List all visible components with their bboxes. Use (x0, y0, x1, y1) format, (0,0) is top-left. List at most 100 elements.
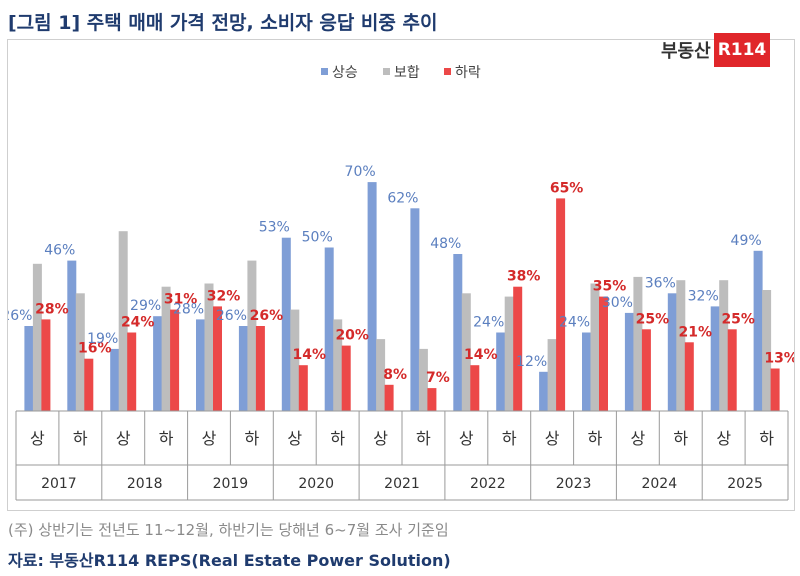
bar-상승-10 (453, 254, 463, 411)
tick-label-half-14: 상 (631, 429, 646, 448)
tick-label-year-4: 2021 (384, 476, 420, 492)
chart-note: (주) 상반기는 전년도 11~12월, 하반기는 당해년 6~7월 조사 기준… (8, 521, 449, 539)
data-label-상승-8: 70% (345, 164, 376, 180)
data-label-하락-0: 28% (35, 301, 69, 317)
tick-label-year-6: 2023 (556, 476, 592, 492)
bar-보합-0 (32, 263, 42, 411)
bar-보합-11 (504, 296, 514, 412)
logo-badge: R114 (713, 33, 771, 67)
chart-source: 자료: 부동산R114 REPS(Real Estate Power Solut… (8, 551, 451, 570)
tick-label-year-7: 2024 (641, 476, 677, 492)
tick-label-half-8: 상 (373, 429, 388, 448)
tick-label-year-1: 2018 (127, 476, 163, 492)
data-label-하락-15: 21% (679, 324, 713, 340)
tick-label-half-17: 하 (759, 429, 774, 448)
bar-하락-17 (770, 368, 780, 411)
data-label-하락-14: 25% (636, 311, 670, 327)
data-label-하락-10: 14% (464, 347, 498, 363)
bar-보합-6 (290, 309, 300, 411)
chart-frame: 상승보합하락26%28%46%16%19%24%29%31%28%32%26%2… (7, 39, 795, 511)
bar-하락-11 (513, 286, 523, 411)
bar-상승-2 (110, 348, 120, 411)
data-label-상승-0: 26% (8, 308, 32, 324)
data-label-하락-1: 16% (78, 341, 112, 357)
bar-보합-9 (418, 348, 428, 411)
bar-하락-1 (84, 358, 94, 411)
bar-하락-7 (341, 345, 351, 411)
tick-label-year-3: 2020 (298, 476, 334, 492)
chart-title: [그림 1] 주택 매매 가격 전망, 소비자 응답 비중 추이 (8, 12, 438, 34)
bar-상승-8 (367, 182, 377, 411)
bar-보합-15 (676, 280, 686, 411)
data-label-하락-5: 26% (250, 308, 284, 324)
bar-보합-5 (247, 260, 257, 411)
bar-하락-6 (298, 365, 308, 411)
data-label-하락-2: 24% (121, 315, 155, 331)
data-label-상승-14: 30% (602, 295, 633, 311)
data-label-하락-3: 31% (164, 292, 198, 308)
bar-상승-1 (67, 260, 77, 411)
tick-label-half-4: 상 (202, 429, 217, 448)
legend-label-1: 보합 (394, 65, 420, 81)
bar-상승-14 (624, 312, 634, 411)
tick-label-half-1: 하 (73, 429, 88, 448)
bar-하락-9 (427, 388, 437, 411)
tick-label-half-2: 상 (116, 429, 131, 448)
bar-보합-16 (719, 280, 729, 411)
bar-하락-14 (641, 329, 651, 412)
bar-상승-12 (539, 371, 549, 411)
bar-하락-12 (556, 198, 566, 411)
data-label-상승-16: 32% (688, 288, 719, 304)
data-label-상승-5: 26% (216, 308, 247, 324)
bar-보합-3 (161, 286, 171, 411)
bar-하락-0 (41, 319, 51, 411)
legend-swatch-0 (321, 68, 328, 75)
tick-label-half-15: 하 (673, 429, 688, 448)
bar-상승-7 (324, 247, 334, 411)
tick-label-half-16: 상 (716, 429, 731, 448)
tick-label-half-5: 하 (245, 429, 260, 448)
bar-보합-2 (118, 231, 128, 411)
tick-label-half-7: 하 (330, 429, 345, 448)
data-label-상승-4: 28% (173, 301, 204, 317)
data-label-상승-3: 29% (130, 298, 161, 314)
data-label-하락-11: 38% (507, 269, 541, 285)
data-label-상승-6: 53% (259, 220, 290, 236)
tick-label-year-8: 2025 (727, 476, 763, 492)
bar-하락-16 (727, 329, 737, 412)
bar-하락-2 (127, 332, 137, 411)
legend-label-0: 상승 (332, 65, 358, 81)
bar-하락-4 (213, 306, 222, 411)
data-label-상승-7: 50% (302, 230, 333, 246)
bar-상승-3 (153, 316, 163, 411)
bar-보합-7 (333, 319, 343, 411)
bar-chart: 상승보합하락26%28%46%16%19%24%29%31%28%32%26%2… (8, 65, 794, 501)
bar-하락-15 (684, 342, 694, 411)
bar-보합-12 (547, 339, 557, 411)
tick-label-half-6: 상 (287, 429, 302, 448)
data-label-하락-9: 7% (426, 370, 450, 386)
data-label-상승-15: 36% (645, 275, 676, 291)
data-label-상승-17: 49% (731, 233, 762, 249)
bar-상승-11 (496, 332, 506, 411)
data-label-상승-12: 12% (516, 354, 547, 370)
bar-보합-17 (762, 290, 772, 411)
bar-보합-13 (590, 283, 600, 411)
tick-label-half-11: 하 (502, 429, 517, 448)
legend-swatch-1 (383, 68, 390, 75)
bar-상승-0 (24, 326, 34, 411)
tick-label-year-5: 2022 (470, 476, 506, 492)
data-label-하락-8: 8% (383, 367, 407, 383)
data-label-하락-12: 65% (550, 180, 584, 196)
bar-상승-9 (410, 208, 420, 411)
bar-상승-5 (238, 326, 248, 411)
bar-보합-10 (461, 293, 471, 411)
data-label-하락-6: 14% (293, 347, 327, 363)
bar-하락-3 (170, 309, 180, 411)
bar-보합-8 (376, 339, 386, 411)
data-label-상승-2: 19% (87, 331, 118, 347)
data-label-하락-17: 13% (764, 351, 794, 367)
r114-logo: 부동산 R114 (661, 33, 771, 67)
data-label-상승-10: 48% (430, 236, 461, 252)
bar-상승-4 (196, 319, 205, 411)
